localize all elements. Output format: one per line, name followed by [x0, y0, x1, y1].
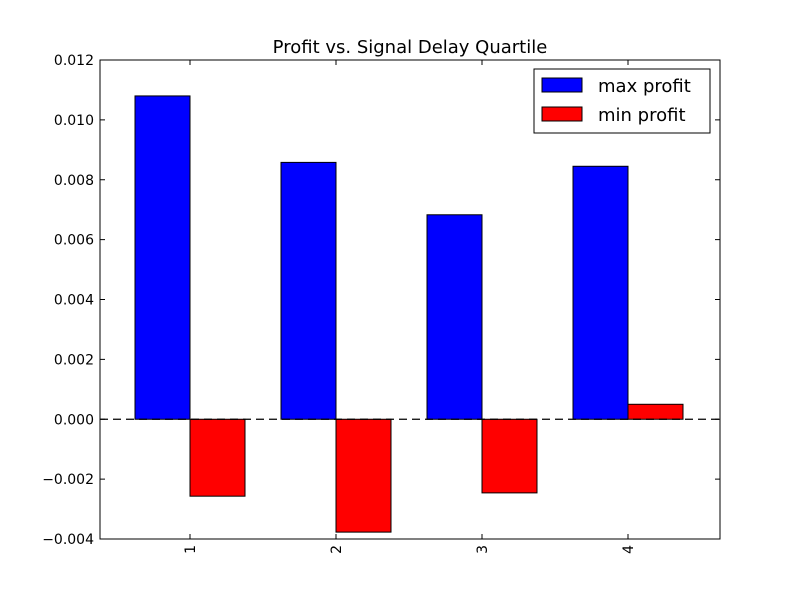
x-tick-label: 4	[621, 545, 637, 554]
y-tick-label: 0.000	[54, 412, 94, 428]
y-tick-label: −0.002	[42, 472, 94, 488]
bar-min-profit-3	[481, 418, 538, 494]
legend-swatch-min-profit	[541, 106, 583, 122]
legend: max profit min profit	[533, 68, 711, 134]
legend-label-min-profit: min profit	[598, 105, 686, 126]
y-tick-label: 0.002	[54, 352, 94, 368]
y-tick-label: 0.010	[54, 113, 94, 129]
x-tick-label: 1	[183, 545, 199, 554]
y-tick-label: 0.006	[54, 233, 94, 249]
x-tick-label: 2	[329, 545, 345, 554]
chart-title: Profit vs. Signal Delay Quartile	[273, 37, 548, 58]
bar-max-profit-4	[572, 165, 629, 420]
plot-area: 0.012 0.010 0.008 0.006 0.004 0.002 0.000 −0.00…	[42, 53, 721, 554]
y-tick-label: 0.012	[54, 53, 94, 69]
bar-min-profit-4	[627, 403, 684, 420]
x-tick-label: 3	[475, 545, 491, 554]
legend-swatch-max-profit	[541, 77, 583, 93]
y-tick-label: 0.004	[54, 293, 94, 309]
bar-max-profit-2	[280, 161, 337, 420]
bar-max-profit-3	[426, 214, 483, 420]
y-tick-label: 0.008	[54, 173, 94, 189]
legend-box	[533, 68, 711, 134]
bar-min-profit-1	[189, 418, 246, 497]
bar-min-profit-2	[335, 418, 392, 533]
legend-label-max-profit: max profit	[598, 76, 691, 97]
bar-max-profit-1	[134, 95, 191, 420]
y-tick-label: −0.004	[42, 532, 94, 548]
